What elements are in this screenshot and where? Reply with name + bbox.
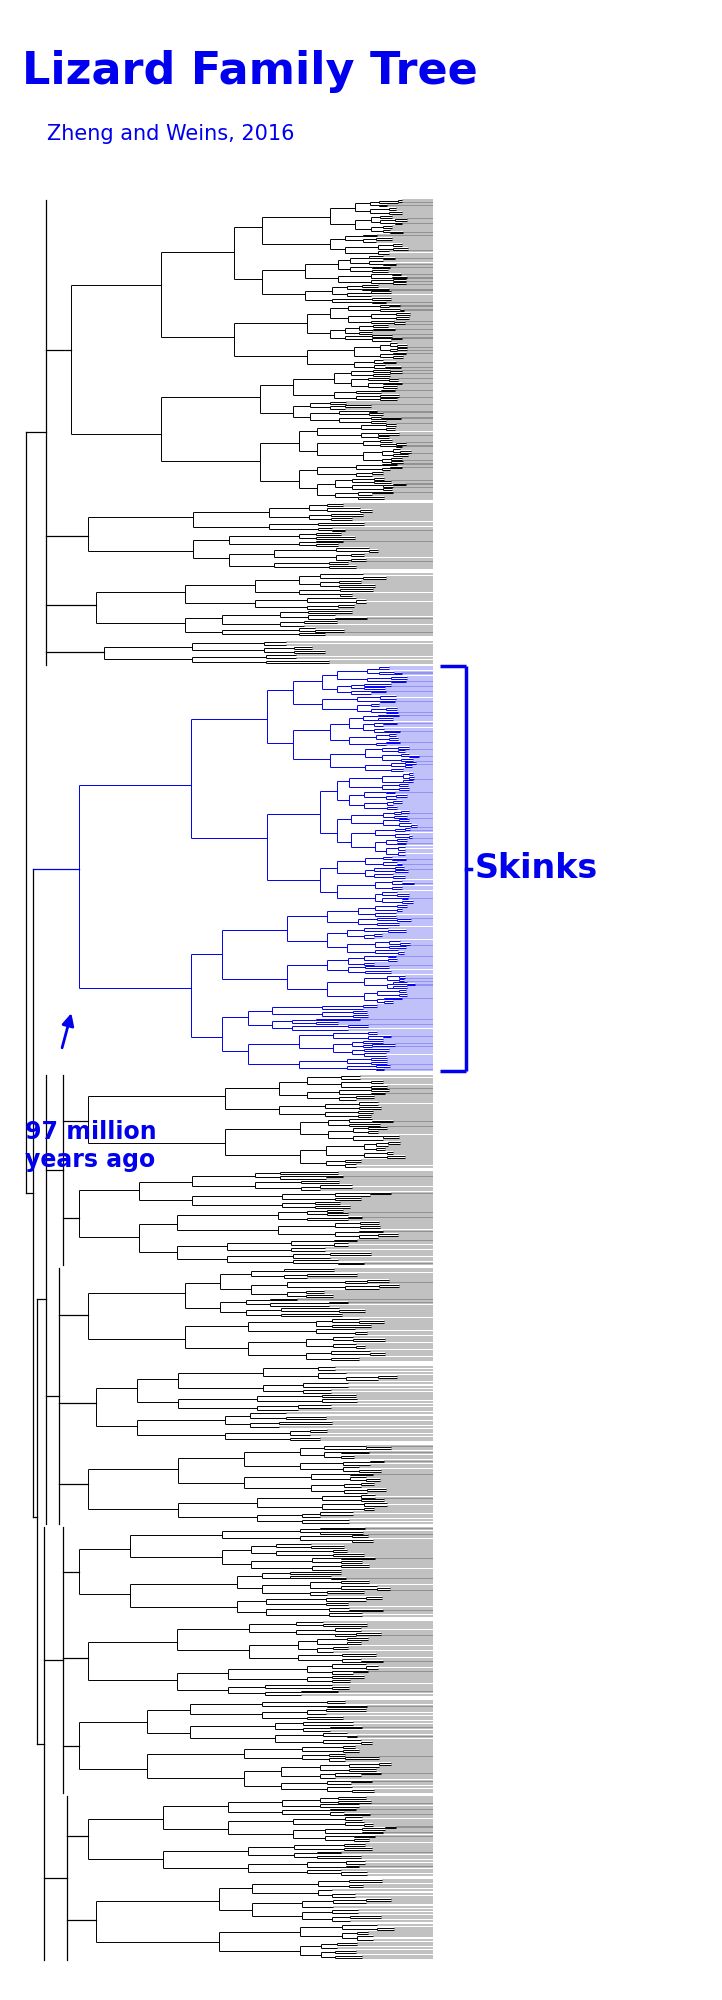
Text: Lizard Family Tree: Lizard Family Tree [22,50,477,92]
Text: Skinks: Skinks [474,852,598,886]
Text: Zheng and Weins, 2016: Zheng and Weins, 2016 [47,124,295,144]
Text: 97 million
years ago: 97 million years ago [25,1120,157,1172]
